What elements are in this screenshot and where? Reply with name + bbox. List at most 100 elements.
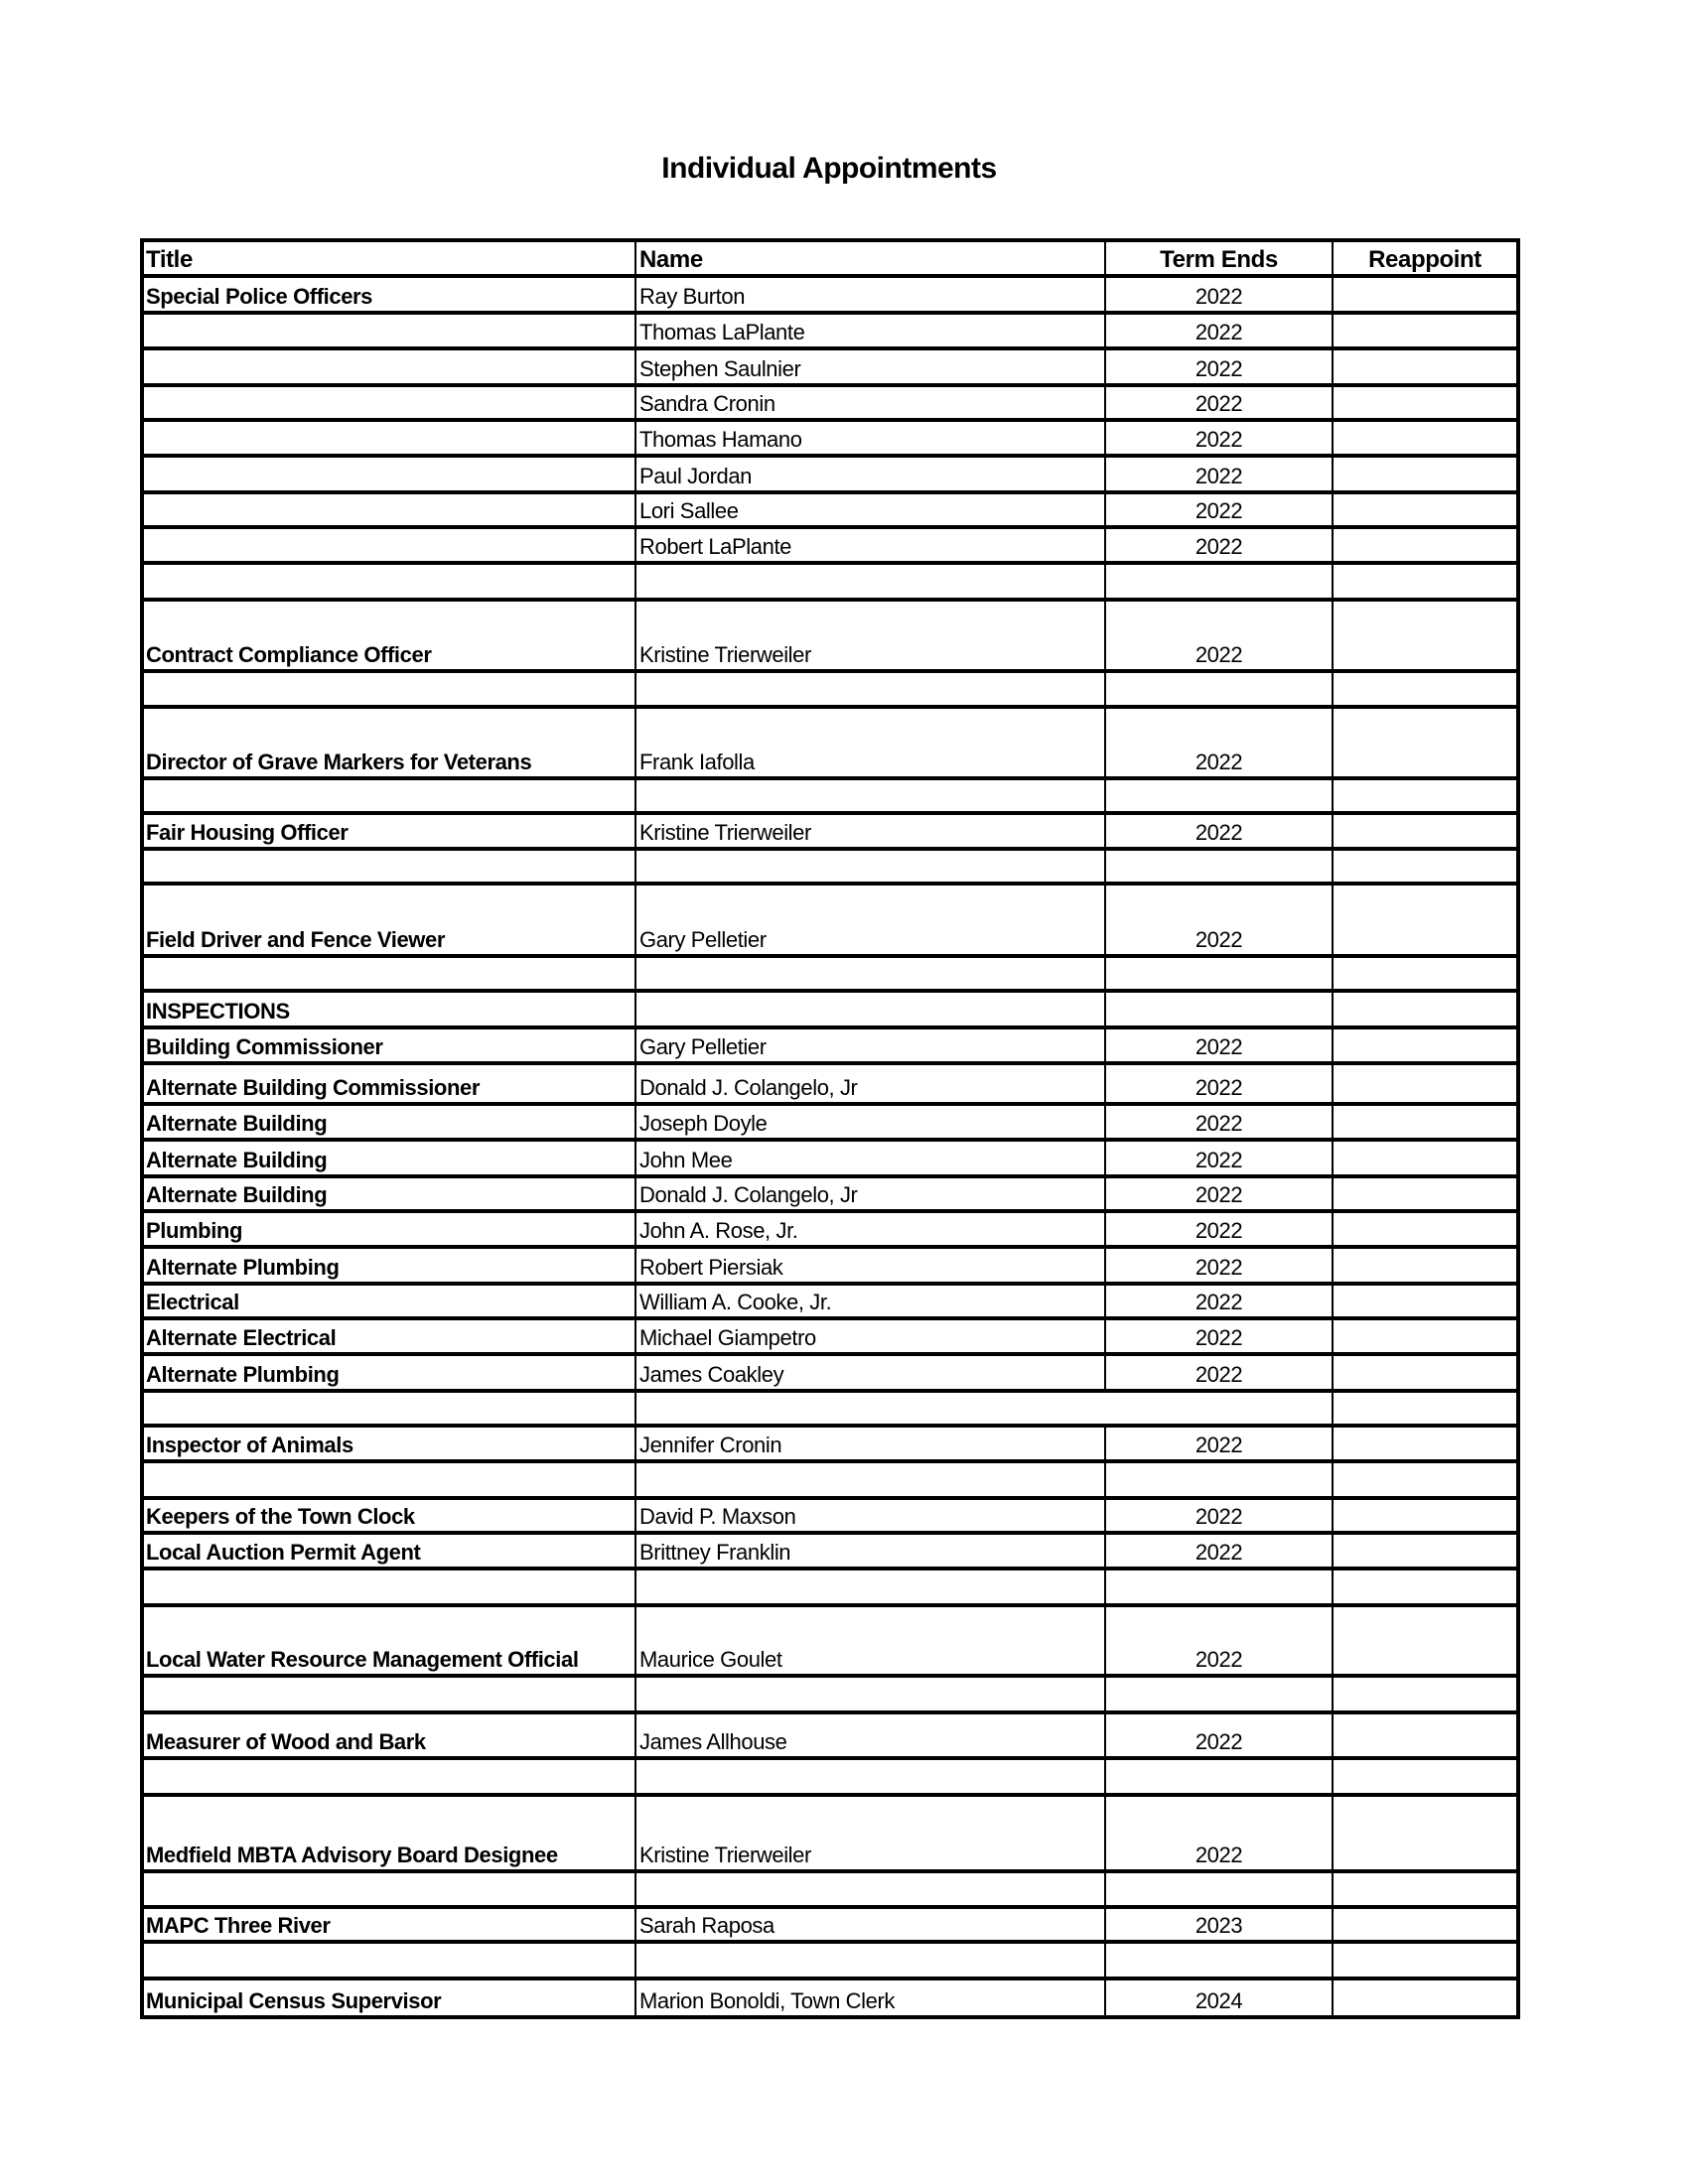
- title-cell: Inspector of Animals: [140, 1427, 634, 1460]
- name-cell: [634, 1944, 1104, 1977]
- reappoint-cell: [1332, 1463, 1520, 1496]
- name-cell: Kristine Trierweiler: [634, 814, 1104, 848]
- title-cell: Medfield MBTA Advisory Board Designee: [140, 1796, 634, 1869]
- title-cell: Alternate Building: [140, 1177, 634, 1209]
- title-cell: [140, 458, 634, 490]
- term-ends-cell: [1104, 1760, 1332, 1793]
- name-cell: Ray Burton: [634, 278, 1104, 311]
- table-row: Stephen Saulnier 2022: [140, 346, 1520, 383]
- title-cell: Alternate Plumbing: [140, 1249, 634, 1282]
- name-cell: [634, 1570, 1104, 1603]
- term-ends-cell: 2022: [1104, 1534, 1332, 1568]
- header-title: Title: [140, 242, 634, 275]
- table-row: Contract Compliance Officer Kristine Trie…: [140, 597, 1520, 669]
- name-cell: Stephen Saulnier: [634, 350, 1104, 383]
- title-cell: [140, 1463, 634, 1496]
- reappoint-cell: [1332, 1534, 1520, 1568]
- term-ends-cell: [1104, 779, 1332, 811]
- table-row: Medfield MBTA Advisory Board Designee Kri…: [140, 1792, 1520, 1869]
- name-cell: Gary Pelletier: [634, 1028, 1104, 1062]
- reappoint-cell: [1332, 814, 1520, 848]
- title-cell: Building Commissioner: [140, 1028, 634, 1062]
- table-row: [140, 1567, 1520, 1603]
- term-ends-cell: [1104, 1678, 1332, 1710]
- reappoint-cell: [1332, 1796, 1520, 1869]
- name-cell: Robert LaPlante: [634, 529, 1104, 562]
- title-cell: Electrical: [140, 1285, 634, 1316]
- title-cell: [140, 1392, 634, 1424]
- term-ends-cell: 2022: [1104, 1319, 1332, 1353]
- reappoint-cell: [1332, 672, 1520, 705]
- term-ends-cell: [1104, 565, 1332, 598]
- name-cell: Jennifer Cronin: [634, 1427, 1104, 1460]
- header-term-ends: Term Ends: [1104, 242, 1332, 275]
- term-ends-cell: 2022: [1104, 1142, 1332, 1174]
- term-ends-cell: 2022: [1104, 1356, 1332, 1389]
- name-cell: Marion Bonoldi, Town Clerk: [634, 1979, 1104, 2016]
- reappoint-cell: [1332, 278, 1520, 311]
- table-row: Keepers of the Town Clock David P. Maxson…: [140, 1495, 1520, 1531]
- table-row: [140, 668, 1520, 705]
- term-ends-cell: 2022: [1104, 386, 1332, 418]
- term-ends-cell: 2022: [1104, 814, 1332, 848]
- reappoint-cell: [1332, 1872, 1520, 1906]
- reappoint-cell: [1332, 1212, 1520, 1246]
- table-row: Local Auction Permit Agent Brittney Frank…: [140, 1530, 1520, 1568]
- title-cell: Fair Housing Officer: [140, 814, 634, 848]
- title-cell: [140, 958, 634, 990]
- title-cell: [140, 851, 634, 883]
- reappoint-cell: [1332, 1944, 1520, 1977]
- term-ends-cell: [1104, 958, 1332, 990]
- table-row: Thomas Hamano 2022: [140, 417, 1520, 455]
- name-cell: Paul Jordan: [634, 458, 1104, 490]
- reappoint-cell: [1332, 493, 1520, 525]
- table-row: [140, 954, 1520, 990]
- term-ends-cell: 2022: [1104, 1285, 1332, 1316]
- table-row: INSPECTIONS: [140, 989, 1520, 1025]
- term-ends-cell: 2022: [1104, 1713, 1332, 1757]
- header-reappoint: Reappoint: [1332, 242, 1520, 275]
- table-row: Thomas LaPlante 2022: [140, 310, 1520, 347]
- name-cell: [634, 1678, 1104, 1710]
- name-cell: [634, 851, 1104, 883]
- reappoint-cell: [1332, 421, 1520, 455]
- reappoint-cell: [1332, 958, 1520, 990]
- reappoint-cell: [1332, 565, 1520, 598]
- name-cell: Robert Piersiak: [634, 1249, 1104, 1282]
- title-cell: [140, 493, 634, 525]
- table-row: Fair Housing Officer Kristine Trierweiler…: [140, 810, 1520, 848]
- term-ends-cell: [1104, 1570, 1332, 1603]
- reappoint-cell: [1332, 1356, 1520, 1389]
- title-cell: [140, 1570, 634, 1603]
- term-ends-cell: 2022: [1104, 314, 1332, 347]
- table-row: Paul Jordan 2022: [140, 454, 1520, 490]
- table-row: [140, 1459, 1520, 1496]
- reappoint-cell: [1332, 1249, 1520, 1282]
- reappoint-cell: [1332, 851, 1520, 883]
- title-cell: [140, 350, 634, 383]
- name-cell: [634, 672, 1104, 705]
- name-cell: Maurice Goulet: [634, 1606, 1104, 1675]
- title-cell: Field Driver and Fence Viewer: [140, 886, 634, 955]
- term-ends-cell: 2022: [1104, 1606, 1332, 1675]
- term-ends-cell: 2022: [1104, 1065, 1332, 1102]
- name-cell: Kristine Trierweiler: [634, 601, 1104, 669]
- name-cell: Gary Pelletier: [634, 886, 1104, 955]
- reappoint-cell: [1332, 886, 1520, 955]
- title-cell: [140, 314, 634, 347]
- reappoint-cell: [1332, 1105, 1520, 1139]
- name-cell: Kristine Trierweiler: [634, 1796, 1104, 1869]
- term-ends-cell: 2022: [1104, 1796, 1332, 1869]
- reappoint-cell: [1332, 1760, 1520, 1793]
- name-cell: [634, 1392, 1104, 1424]
- table-row: Measurer of Wood and Bark James Allhouse 2…: [140, 1709, 1520, 1757]
- table-row: [140, 847, 1520, 883]
- term-ends-cell: [1104, 672, 1332, 705]
- title-cell: [140, 1944, 634, 1977]
- reappoint-cell: [1332, 1427, 1520, 1460]
- name-cell: [634, 1872, 1104, 1906]
- title-cell: Local Water Resource Management Official: [140, 1606, 634, 1675]
- table-row: Field Driver and Fence Viewer Gary Pellet…: [140, 882, 1520, 955]
- title-cell: Contract Compliance Officer: [140, 601, 634, 669]
- title-cell: [140, 565, 634, 598]
